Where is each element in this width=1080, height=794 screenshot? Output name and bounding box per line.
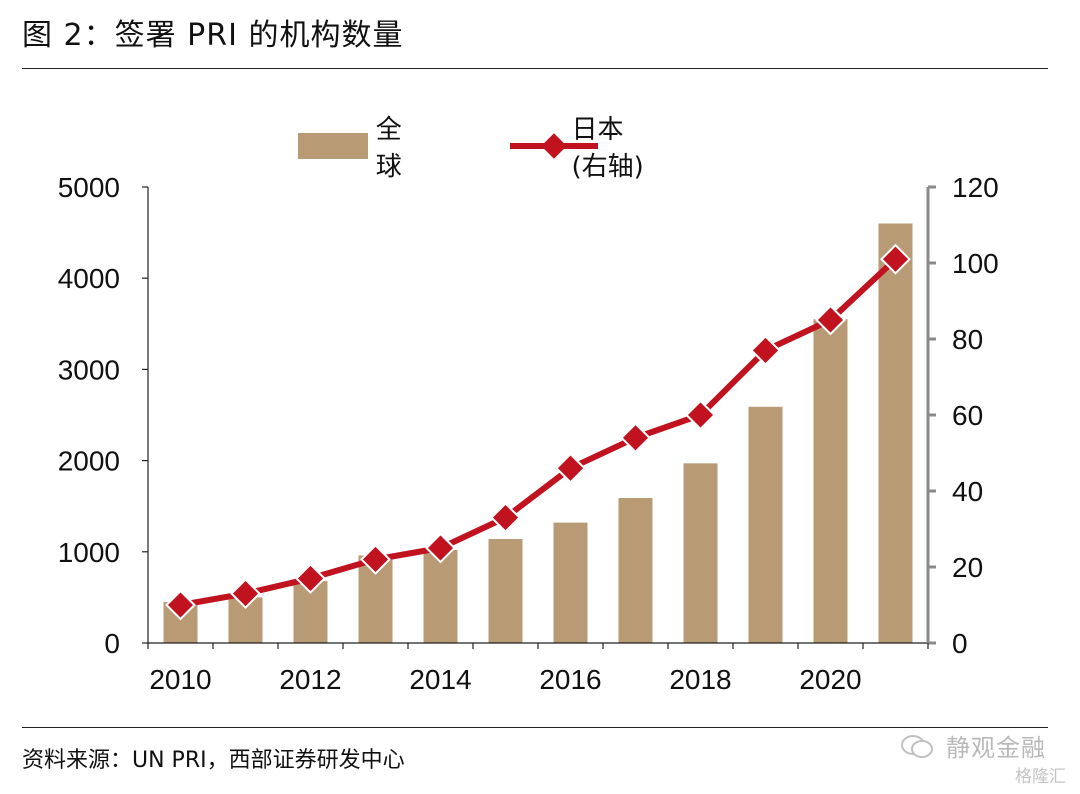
japan-point-2017 bbox=[620, 422, 651, 454]
japan-point-2021 bbox=[880, 243, 911, 275]
source-note: 资料来源：UN PRI，西部证券研发中心 bbox=[22, 748, 405, 773]
japan-point-2011 bbox=[230, 578, 261, 610]
japan-point-2015 bbox=[490, 502, 521, 534]
japan-point-2010 bbox=[165, 589, 196, 621]
right-tick-label: 120 bbox=[952, 172, 999, 203]
x-tick-label: 2014 bbox=[409, 664, 471, 695]
bar-2021 bbox=[878, 223, 913, 644]
bar-2020 bbox=[813, 319, 848, 643]
legend-swatch-bar bbox=[298, 133, 368, 159]
japan-point-2016 bbox=[555, 452, 586, 484]
bar-2016 bbox=[553, 522, 588, 643]
watermark-text: 静观金融 bbox=[946, 734, 1046, 762]
right-tick-label: 0 bbox=[952, 628, 968, 659]
left-tick-label: 4000 bbox=[58, 263, 120, 294]
top-rule bbox=[22, 68, 1048, 69]
japan-series-line bbox=[179, 257, 898, 608]
bar-2017 bbox=[618, 497, 653, 643]
japan-point-2018 bbox=[685, 399, 716, 431]
japan-point-2013 bbox=[360, 543, 391, 575]
right-tick-label: 60 bbox=[952, 400, 983, 431]
left-tick-label: 2000 bbox=[58, 446, 120, 477]
x-tick-label: 2018 bbox=[669, 664, 731, 695]
left-tick-label: 0 bbox=[104, 628, 120, 659]
left-tick-label: 3000 bbox=[58, 354, 120, 385]
right-tick-label: 100 bbox=[952, 248, 999, 279]
x-tick-label: 2016 bbox=[539, 664, 601, 695]
legend-item-global: 全球 bbox=[298, 115, 418, 182]
figure-title: 图 2：签署 PRI 的机构数量 bbox=[22, 18, 404, 53]
japan-point-2019 bbox=[750, 334, 781, 366]
legend-label-global: 全球 bbox=[375, 115, 402, 182]
legend-swatch-line bbox=[510, 133, 598, 159]
bar-2015 bbox=[488, 539, 523, 643]
left-tick-label: 5000 bbox=[58, 172, 120, 203]
japan-point-2020 bbox=[815, 304, 846, 336]
japan-point-2012 bbox=[295, 562, 326, 594]
legend-item-japan: 日本(右轴) bbox=[510, 115, 644, 182]
right-tick-label: 40 bbox=[952, 476, 983, 507]
x-tick-label: 2010 bbox=[149, 664, 211, 695]
bar-2014 bbox=[423, 549, 458, 643]
x-tick-label: 2012 bbox=[279, 664, 341, 695]
bar-2018 bbox=[683, 463, 718, 643]
right-tick-label: 20 bbox=[952, 552, 983, 583]
legend-label-japan: 日本(右轴) bbox=[571, 115, 644, 182]
bar-2019 bbox=[748, 406, 783, 643]
x-tick-label: 2020 bbox=[799, 664, 861, 695]
watermark-logo-text: 格隆汇 bbox=[1015, 767, 1066, 787]
bottom-rule bbox=[22, 727, 1048, 728]
wechat-icon bbox=[901, 735, 933, 758]
right-tick-label: 80 bbox=[952, 324, 983, 355]
left-tick-label: 1000 bbox=[58, 537, 120, 568]
japan-point-2014 bbox=[425, 532, 456, 564]
